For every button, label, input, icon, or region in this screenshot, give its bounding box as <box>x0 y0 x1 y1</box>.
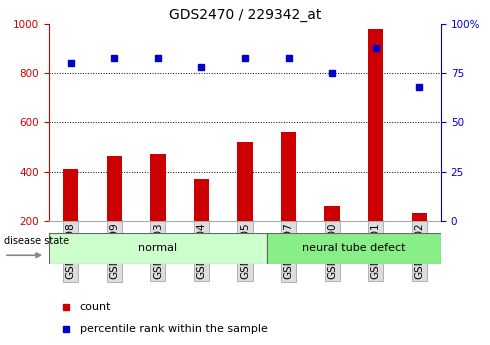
Bar <box>63 169 78 221</box>
Text: count: count <box>80 302 111 312</box>
Bar <box>267 233 441 264</box>
Bar <box>194 179 209 221</box>
Bar <box>150 155 166 221</box>
Text: normal: normal <box>138 244 177 253</box>
Bar <box>324 206 340 221</box>
Bar <box>412 214 427 221</box>
Bar <box>368 29 383 221</box>
Bar <box>237 142 253 221</box>
Bar <box>49 233 267 264</box>
Text: percentile rank within the sample: percentile rank within the sample <box>80 324 268 334</box>
Text: disease state: disease state <box>4 236 69 246</box>
Title: GDS2470 / 229342_at: GDS2470 / 229342_at <box>169 8 321 22</box>
Bar <box>107 156 122 221</box>
Bar <box>281 132 296 221</box>
Text: neural tube defect: neural tube defect <box>302 244 406 253</box>
